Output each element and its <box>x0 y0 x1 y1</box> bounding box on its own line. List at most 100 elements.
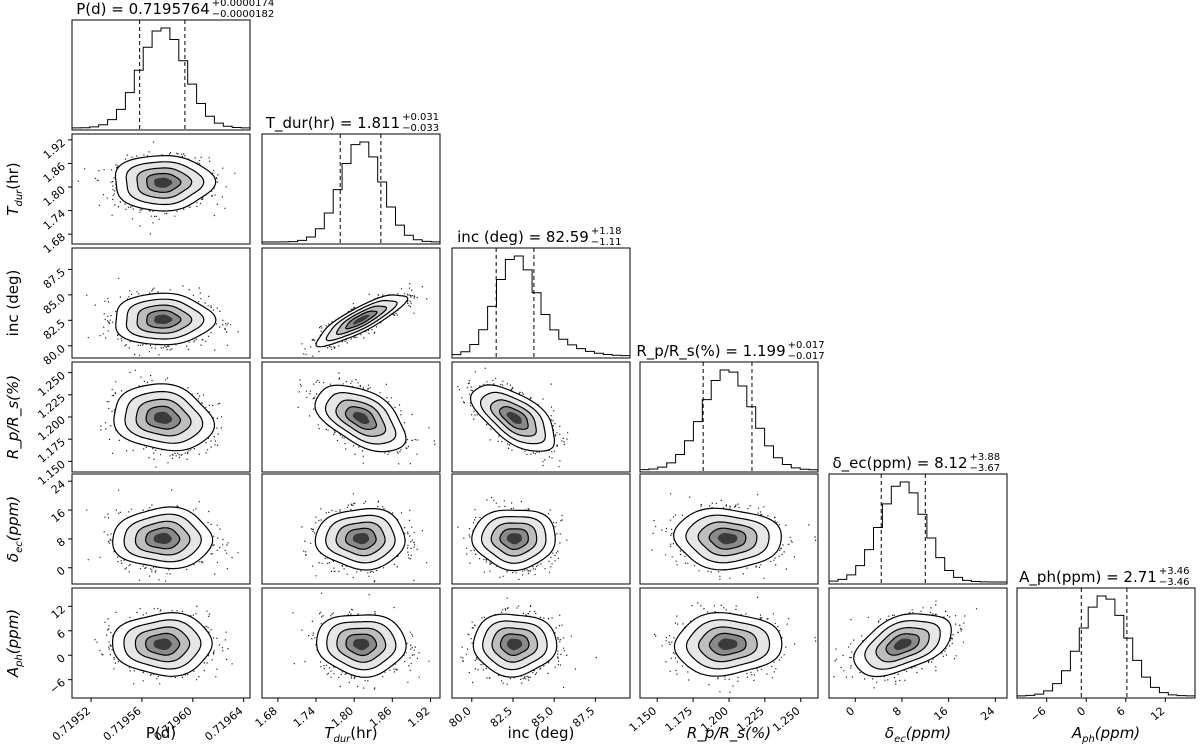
contour-4-Aph-RpRs <box>717 638 738 650</box>
title-Aph: A_ph(ppm) = 2.71 <box>1019 568 1157 587</box>
histogram-P <box>71 27 251 130</box>
xlabel-P: P(d) <box>146 724 176 742</box>
diag-panel-RpRs: R_p/R_s(%) = 1.199 +0.017−0.017 <box>636 340 825 473</box>
ytick-label-dec-0: 0 <box>54 564 68 578</box>
panel-dec-vs-Tdur <box>261 473 441 585</box>
contour-4-dec-P <box>153 532 172 544</box>
ytick-label-dec-1: 8 <box>54 535 68 549</box>
title-P: P(d) = 0.7195764 <box>76 0 210 18</box>
scatter-dec-RpRs <box>651 493 817 580</box>
contour-4-dec-inc <box>506 533 522 545</box>
panel-RpRs-vs-Tdur <box>261 361 441 473</box>
xlabel-Aph: Aph(ppm) <box>1071 724 1140 745</box>
panel-dec-vs-P <box>71 473 251 585</box>
panel-dec-vs-RpRs <box>639 473 819 585</box>
xtick-label-RpRs-0: 1.150 <box>627 704 659 734</box>
ytick-label-RpRs-4: 1.250 <box>35 369 67 399</box>
title-inc: inc (deg) = 82.59 <box>457 228 589 246</box>
xtick-label-P-0: 0.71952 <box>50 704 93 743</box>
panel-Aph-vs-RpRs <box>639 587 819 699</box>
ytick-label-Tdur-3: 1.86 <box>41 160 68 186</box>
scatter-Aph-Tdur <box>292 592 430 690</box>
ytick-label-Aph-1: 0 <box>54 652 68 666</box>
diag-panel-P: P(d) = 0.7195764 +0.0000174−0.0000182 <box>71 0 274 131</box>
diag-frame-Aph <box>1016 587 1196 699</box>
ytick-label-Aph-2: 6 <box>54 627 68 641</box>
panel-inc-vs-P <box>71 247 251 359</box>
histogram-Tdur <box>261 141 441 244</box>
contour-4-inc-P <box>154 314 173 324</box>
err-minus-Tdur: −0.033 <box>402 123 439 134</box>
contour-4-Tdur-P <box>154 177 173 188</box>
xtick-label-Tdur-0: 1.68 <box>253 704 280 730</box>
panel-Aph-vs-P <box>71 587 251 699</box>
ytick-label-inc-3: 87.5 <box>41 266 68 292</box>
ytick-label-inc-0: 80.0 <box>41 342 68 368</box>
panel-Aph-vs-inc <box>451 587 631 699</box>
ytick-label-Tdur-0: 1.68 <box>41 231 68 257</box>
err-plus-P: +0.0000174 <box>212 0 274 9</box>
ytick-label-Tdur-1: 1.74 <box>41 207 68 233</box>
xtick-label-Aph-0: −6 <box>1028 704 1049 724</box>
histogram-dec <box>828 481 1008 584</box>
err-plus-Tdur: +0.031 <box>402 112 439 123</box>
xtick-label-Aph-2: 6 <box>1114 704 1128 718</box>
xtick-label-dec-1: 8 <box>890 704 904 718</box>
diag-frame-RpRs <box>639 361 819 473</box>
xtick-label-Tdur-1: 1.74 <box>291 704 318 730</box>
diag-frame-Tdur <box>261 133 441 245</box>
ytick-label-Aph-3: 12 <box>49 603 68 622</box>
contour-4-RpRs-Tdur <box>352 411 370 424</box>
xlabel-dec: δec(ppm) <box>885 724 951 745</box>
ytick-label-dec-2: 16 <box>49 506 68 525</box>
xlabel-Tdur: Tdur(hr) <box>324 724 377 745</box>
xtick-label-dec-2: 16 <box>931 704 950 723</box>
contour-4-Aph-P <box>153 638 172 650</box>
histogram-RpRs <box>639 369 819 472</box>
xtick-label-Aph-1: 0 <box>1074 704 1088 718</box>
ytick-label-inc-2: 85.0 <box>41 291 68 317</box>
xtick-label-Tdur-4: 1.92 <box>405 704 432 730</box>
histogram-inc <box>451 255 631 358</box>
xtick-label-Aph-3: 12 <box>1148 704 1167 723</box>
contour-4-RpRs-inc <box>506 411 522 424</box>
xtick-label-inc-0: 80.0 <box>447 704 474 730</box>
title-Tdur: T_dur(hr) = 1.811 <box>265 114 400 133</box>
contour-4-Aph-Tdur <box>353 638 370 651</box>
ylabel-Aph: Aph(ppm) <box>4 609 25 678</box>
xtick-label-dec-3: 24 <box>978 704 997 723</box>
panel-frame-inc-Tdur <box>261 247 441 359</box>
histogram-Aph <box>1016 595 1196 698</box>
ylabel-dec: δec(ppm) <box>4 496 25 562</box>
diag-panel-inc: inc (deg) = 82.59 +1.18−1.11 <box>451 226 631 359</box>
err-plus-RpRs: +0.017 <box>788 340 825 351</box>
panel-dec-vs-inc <box>451 473 631 585</box>
title-RpRs: R_p/R_s(%) = 1.199 <box>636 342 785 361</box>
xtick-label-RpRs-4: 1.250 <box>770 704 802 734</box>
err-plus-inc: +1.18 <box>591 226 622 237</box>
err-plus-Aph: +3.46 <box>1159 566 1190 577</box>
ylabel-RpRs: R_p/R_s(%) <box>4 375 23 459</box>
panel-inc-vs-Tdur <box>261 247 441 359</box>
ylabel-inc: inc (deg) <box>4 270 22 337</box>
xlabel-RpRs: R_p/R_s(%) <box>687 724 771 743</box>
diag-panel-dec: δ_ec(ppm) = 8.12 +3.88−3.67 <box>828 452 1008 585</box>
xlabel-inc: inc (deg) <box>508 724 575 742</box>
ytick-label-inc-1: 82.5 <box>41 317 68 343</box>
diag-panel-Tdur: T_dur(hr) = 1.811 +0.031−0.033 <box>261 112 441 245</box>
xtick-label-P-1: 0.71956 <box>101 704 144 743</box>
ytick-label-Tdur-4: 1.92 <box>41 136 68 162</box>
err-minus-dec: −3.67 <box>970 463 1001 474</box>
panel-RpRs-vs-P <box>71 361 251 473</box>
contour-4-dec-Tdur <box>352 533 370 545</box>
contour-4-Aph-dec <box>893 638 912 651</box>
err-minus-RpRs: −0.017 <box>788 351 825 362</box>
contour-4-Aph-inc <box>507 638 523 651</box>
err-plus-dec: +3.88 <box>970 452 1001 463</box>
panel-Aph-vs-Tdur <box>261 587 441 699</box>
panel-RpRs-vs-inc <box>451 361 631 473</box>
ylabel-Tdur: Tdur(hr) <box>4 162 25 215</box>
contour-4-inc-Tdur <box>353 315 370 325</box>
contour-4-dec-RpRs <box>717 533 738 545</box>
